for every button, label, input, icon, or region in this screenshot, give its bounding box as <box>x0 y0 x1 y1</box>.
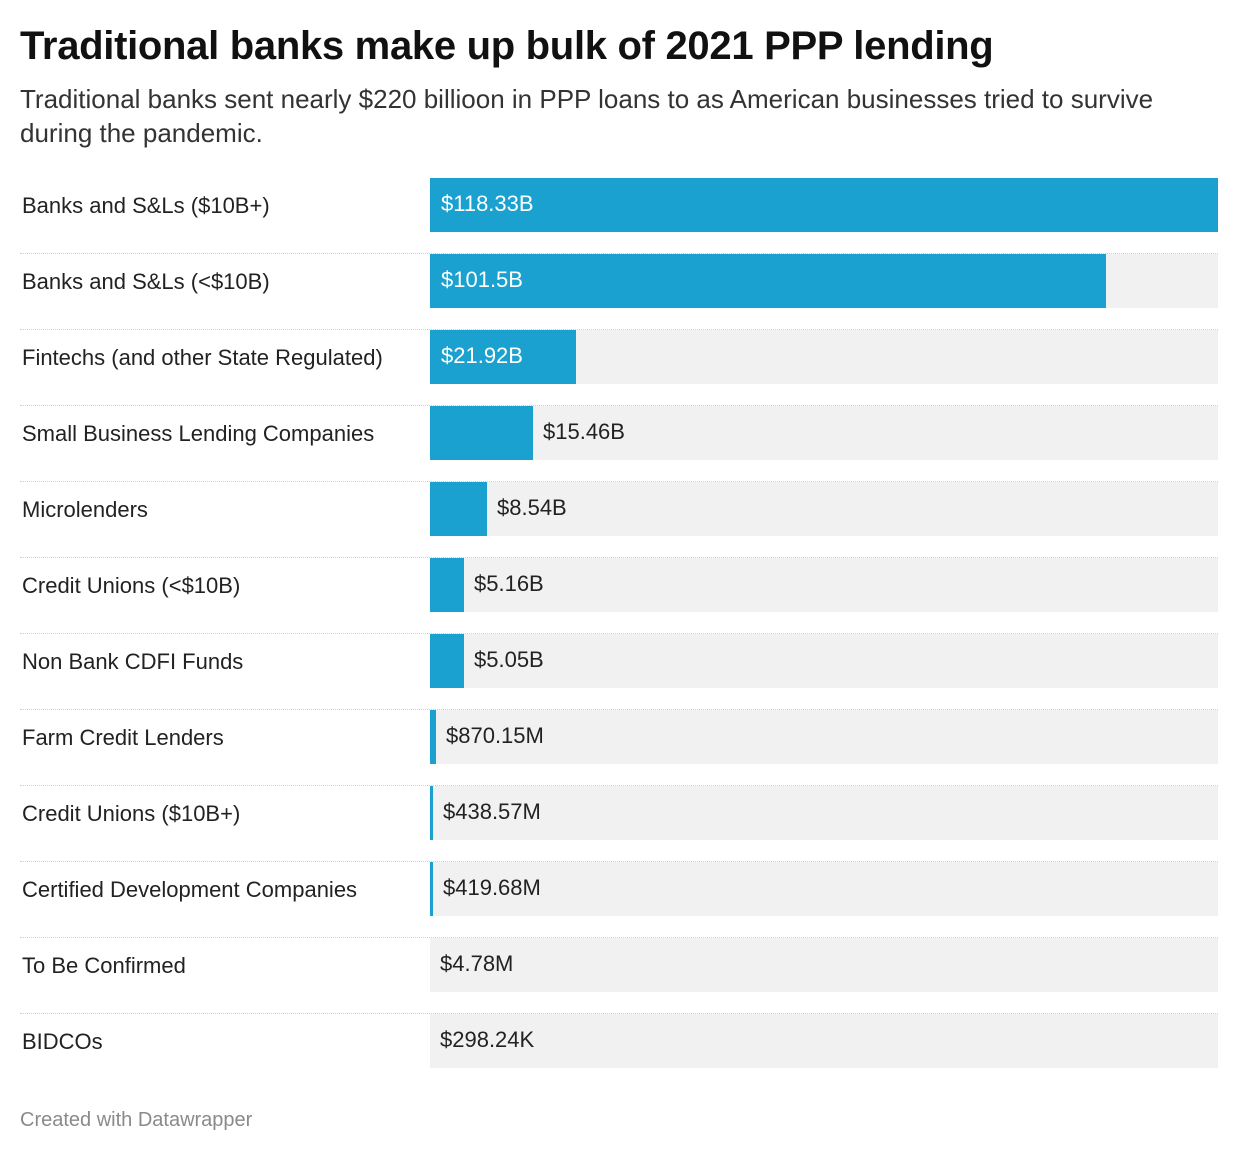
bar-row: Banks and S&Ls ($10B+) $118.33B <box>20 178 1218 254</box>
bar-track: $5.16B <box>430 558 1218 612</box>
bar-track: $298.24K <box>430 1014 1218 1068</box>
bar-row: BIDCOs $298.24K <box>20 1014 1218 1090</box>
bar-row: Credit Unions ($10B+) $438.57M <box>20 786 1218 862</box>
category-label: Farm Credit Lenders <box>22 725 224 750</box>
row-divider <box>20 709 1218 710</box>
bar-value-label: $438.57M <box>443 799 541 824</box>
bar-row: Credit Unions (<$10B) $5.16B <box>20 558 1218 634</box>
bar <box>430 254 1106 308</box>
bar-value-label: $21.92B <box>441 343 523 368</box>
row-divider <box>20 1013 1218 1014</box>
category-label: Banks and S&Ls ($10B+) <box>22 193 270 218</box>
bar-row: Banks and S&Ls (<$10B) $101.5B <box>20 254 1218 330</box>
bar-value-label: $870.15M <box>446 723 544 748</box>
bar-row: Non Bank CDFI Funds $5.05B <box>20 634 1218 710</box>
bar-track: $438.57M <box>430 786 1218 840</box>
bar-track: $4.78M <box>430 938 1218 992</box>
bar <box>430 558 464 612</box>
category-label: Banks and S&Ls (<$10B) <box>22 269 270 294</box>
row-divider <box>20 557 1218 558</box>
bar-row: Microlenders $8.54B <box>20 482 1218 558</box>
bar <box>430 710 436 764</box>
datawrapper-credit: Created with Datawrapper <box>20 1109 253 1131</box>
bar-value-label: $5.16B <box>474 571 544 596</box>
bar-value-label: $419.68M <box>443 875 541 900</box>
bar-value-label: $298.24K <box>440 1027 535 1052</box>
bar <box>430 178 1218 232</box>
category-label: Fintechs (and other State Regulated) <box>22 345 383 370</box>
bar-row: Certified Development Companies $419.68M <box>20 862 1218 938</box>
row-divider <box>20 405 1218 406</box>
bar-track: $8.54B <box>430 482 1218 536</box>
category-label: Credit Unions (<$10B) <box>22 573 241 598</box>
bar <box>430 330 576 384</box>
bar-value-label: $4.78M <box>440 951 514 976</box>
bar-value-label: $5.05B <box>474 647 544 672</box>
chart-title: Traditional banks make up bulk of 2021 P… <box>20 24 994 68</box>
row-divider <box>20 253 1218 254</box>
category-label: Non Bank CDFI Funds <box>22 649 244 674</box>
bar-track: $870.15M <box>430 710 1218 764</box>
category-label: Certified Development Companies <box>22 877 358 902</box>
bar <box>430 634 464 688</box>
bar-track: $101.5B <box>430 254 1218 308</box>
row-divider <box>20 937 1218 938</box>
row-divider <box>20 481 1218 482</box>
bar <box>430 786 433 840</box>
bar <box>430 406 533 460</box>
row-divider <box>20 329 1218 330</box>
chart-subtitle: Traditional banks sent nearly $220 billi… <box>20 84 1154 148</box>
category-label: Small Business Lending Companies <box>22 421 375 446</box>
bar-value-label: $8.54B <box>497 495 567 520</box>
bar-row: Farm Credit Lenders $870.15M <box>20 710 1218 786</box>
bar-value-label: $15.46B <box>543 419 625 444</box>
bar-value-label: $101.5B <box>441 267 523 292</box>
bar-track: $419.68M <box>430 862 1218 916</box>
bar-row: Small Business Lending Companies $15.46B <box>20 406 1218 482</box>
bar-track: $5.05B <box>430 634 1218 688</box>
bar-value-label: $118.33B <box>441 191 534 216</box>
bar <box>430 862 433 916</box>
bar-track: $15.46B <box>430 406 1218 460</box>
row-divider <box>20 633 1218 634</box>
category-label: To Be Confirmed <box>22 953 186 978</box>
bar-row: To Be Confirmed $4.78M <box>20 938 1218 1014</box>
bar-track: $118.33B <box>430 178 1218 232</box>
bar-track: $21.92B <box>430 330 1218 384</box>
bar <box>430 482 487 536</box>
row-divider <box>20 861 1218 862</box>
bar-row: Fintechs (and other State Regulated) $21.… <box>20 330 1218 406</box>
bar-chart: Banks and S&Ls ($10B+) $118.33B Banks and … <box>20 178 1218 1090</box>
row-divider <box>20 785 1218 786</box>
chart-header: Traditional banks make up bulk of 2021 P… <box>20 18 1220 150</box>
category-label: Microlenders <box>22 497 148 522</box>
category-label: BIDCOs <box>22 1029 103 1054</box>
category-label: Credit Unions ($10B+) <box>22 801 241 826</box>
